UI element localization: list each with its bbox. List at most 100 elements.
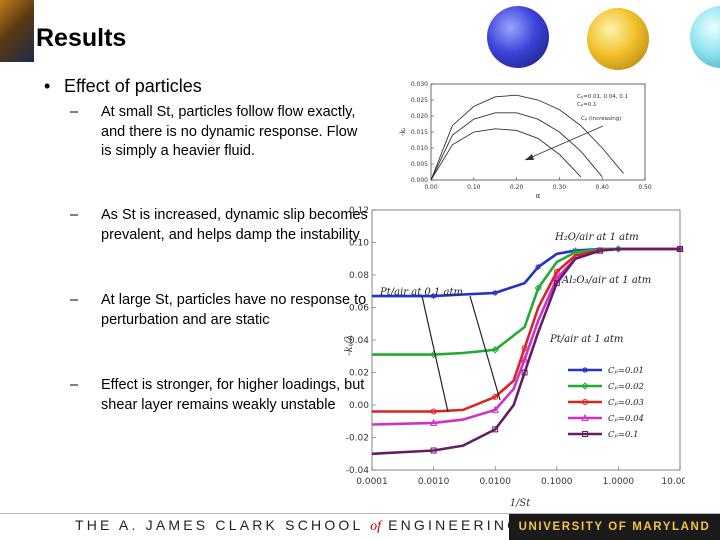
y-tick-label: 0.030 — [411, 81, 428, 88]
y-tick-label: 0.10 — [349, 239, 369, 249]
data-point — [430, 447, 437, 454]
x-axis-label: 1/St — [510, 498, 532, 509]
data-point — [492, 393, 499, 400]
x-tick-label: 0.10 — [467, 184, 481, 191]
sub-bullet-text: As St is increased, dynamic slip becomes… — [101, 207, 368, 243]
x-tick-label: 0.0001 — [356, 477, 388, 487]
x-tick-label: 0.40 — [596, 184, 610, 191]
sub-bullet-dash: – — [70, 292, 79, 308]
sub-bullet: – Effect is stronger, for higher loadings… — [70, 376, 370, 415]
decorative-cyan-sphere — [690, 6, 720, 68]
series-line-1 — [430, 112, 603, 181]
annotation-label: Pt/air at 0.1 atm — [379, 287, 463, 298]
y-tick-label: 0.020 — [411, 113, 428, 120]
sub-bullet-text: At large St, particles have no response … — [101, 292, 367, 328]
legend-marker — [582, 367, 588, 373]
annotation-arrow — [524, 125, 604, 161]
data-point — [429, 418, 438, 426]
footer-of-text: of — [370, 519, 381, 534]
y-tick-label: 0.08 — [349, 271, 369, 281]
main-bullet-text: Effect of particles — [64, 76, 202, 96]
y-tick-label: 0.02 — [349, 369, 369, 379]
sub-bullet-dash: – — [70, 377, 79, 393]
x-tick-label: 0.20 — [510, 184, 524, 191]
series-line-1 — [372, 247, 680, 356]
y-axis-label: -kᵢ/λ — [344, 334, 355, 355]
sub-bullet: – As St is increased, dynamic slip become… — [70, 206, 370, 245]
sub-bullet-dash: – — [70, 207, 79, 223]
annotation-label: Cₚ=0.01, 0.04, 0.1 — [577, 94, 628, 100]
data-point — [520, 355, 529, 363]
sub-bullet-text: At small St, particles follow flow exact… — [101, 104, 358, 159]
data-point — [677, 246, 683, 252]
y-axis-label: -kᵢ — [399, 127, 407, 136]
data-point — [535, 263, 542, 270]
data-point — [492, 289, 499, 296]
legend-label: Cₚ=0.03 — [608, 398, 644, 408]
data-point — [534, 284, 542, 292]
chart-growth-rate-vs-inverse-stokes: 0.120.100.080.060.040.020.00-0.02-0.040.… — [344, 206, 685, 509]
data-point — [596, 247, 603, 254]
footer-school-name: THE A. JAMES CLARK SCHOOL of ENGINEERING — [75, 517, 521, 535]
data-point — [492, 426, 499, 433]
series-line-2 — [430, 128, 582, 181]
x-tick-label: 10.0000 — [661, 477, 685, 487]
y-tick-label: 0.12 — [349, 206, 369, 216]
y-tick-label: 0.00 — [349, 401, 369, 411]
y-tick-label: 0.000 — [411, 177, 428, 184]
y-tick-label: 0.025 — [411, 97, 428, 104]
legend-marker — [581, 413, 589, 421]
footer-school-text: THE A. JAMES CLARK SCHOOL — [75, 517, 363, 533]
y-tick-label: 0.06 — [349, 304, 369, 314]
decorative-blue-sphere — [487, 6, 549, 68]
data-point — [430, 408, 437, 415]
legend-marker — [582, 399, 588, 405]
annotation-connector — [469, 295, 501, 401]
annotation-label: H₂O/air at 1 atm — [554, 232, 639, 243]
data-point — [429, 350, 438, 359]
legend-marker — [581, 382, 589, 390]
x-tick-label: 1.0000 — [603, 477, 635, 487]
legend-label: Cₚ=0.02 — [608, 382, 644, 392]
sub-bullet: – At small St, particles follow flow exac… — [70, 103, 370, 162]
data-point — [553, 280, 560, 287]
series-line-4 — [371, 247, 680, 456]
x-tick-label: 0.30 — [553, 184, 567, 191]
data-point — [491, 346, 499, 354]
corner-decoration — [0, 0, 34, 62]
x-tick-label: 0.00 — [424, 184, 438, 191]
x-tick-label: 0.0010 — [418, 477, 450, 487]
annotation-label: Cₚ (increasing) — [581, 116, 622, 122]
annotation-label: Cₚ=0.1 — [577, 102, 597, 108]
chart-growth-rate-vs-wavenumber: 0.00 0.10 0.20 0.30 0.40 0.50 0.000 0.005 0.010 0… — [399, 81, 652, 200]
legend-label: Cₚ=0.04 — [608, 414, 644, 424]
series-line-0 — [430, 94, 624, 181]
data-point — [491, 405, 500, 413]
y-tick-label: 0.010 — [411, 145, 428, 152]
data-point — [430, 293, 437, 300]
arrow-head-icon — [525, 154, 534, 160]
bullet-dot-icon: • — [44, 76, 51, 96]
y-tick-label: 0.005 — [411, 161, 428, 168]
data-point — [521, 345, 528, 352]
data-point — [521, 369, 528, 376]
footer-engineering-text: ENGINEERING — [388, 517, 522, 533]
sub-bullet-dash: – — [70, 104, 79, 120]
main-bullet: • Effect of particles — [44, 76, 202, 97]
legend-label: Cₚ=0.1 — [608, 430, 639, 440]
decorative-gold-sphere — [587, 8, 649, 70]
data-point — [572, 247, 579, 254]
annotation-connector — [421, 295, 449, 413]
annotation-label: Al₂O₃/air at 1 atm — [561, 275, 651, 286]
legend-marker — [582, 431, 588, 437]
legend-label: Cₚ=0.01 — [608, 366, 644, 376]
footer-university-name: UNIVERSITY OF MARYLAND — [509, 514, 720, 540]
x-tick-label: 0.1000 — [541, 477, 573, 487]
x-axis-label: α — [536, 192, 541, 200]
y-tick-label: -0.02 — [346, 434, 369, 444]
x-tick-label: 0.0100 — [479, 477, 511, 487]
y-tick-label: 0.015 — [411, 129, 428, 136]
slide-title: Results — [36, 24, 127, 52]
annotation-label: Pt/air at 1 atm — [549, 334, 623, 345]
footer-divider — [0, 513, 720, 514]
